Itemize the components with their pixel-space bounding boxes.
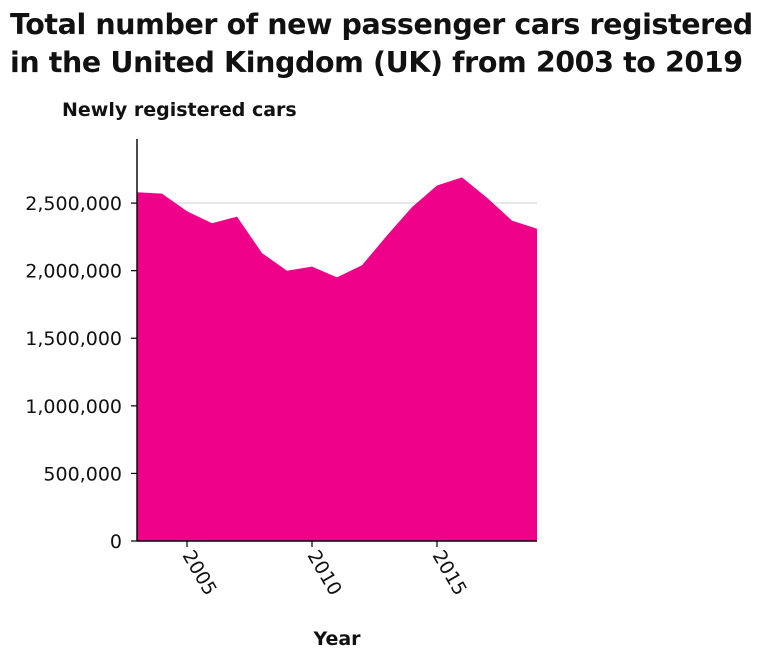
x-axis-label: Year	[312, 628, 361, 650]
y-tick-label: 2,500,000	[25, 193, 122, 215]
y-tick-label: 2,000,000	[25, 261, 122, 283]
x-tick-label: 2005	[178, 547, 221, 600]
y-axis-label: Newly registered cars	[62, 99, 297, 121]
x-tick-label: 2010	[303, 547, 346, 600]
chart-title: Total number of new passenger cars regis…	[10, 8, 753, 79]
area-series	[137, 177, 537, 541]
y-tick-label: 1,000,000	[25, 396, 122, 418]
y-tick-label: 1,500,000	[25, 328, 122, 350]
y-tick-label: 500,000	[43, 463, 122, 485]
y-tick-label: 0	[110, 531, 122, 553]
x-axis-ticks: 2005 2010 2015	[178, 541, 471, 599]
y-axis-ticks: 0 500,000 1,000,000 1,500,000 2,000,000 2,500…	[25, 193, 137, 553]
x-tick-label: 2015	[428, 547, 471, 600]
